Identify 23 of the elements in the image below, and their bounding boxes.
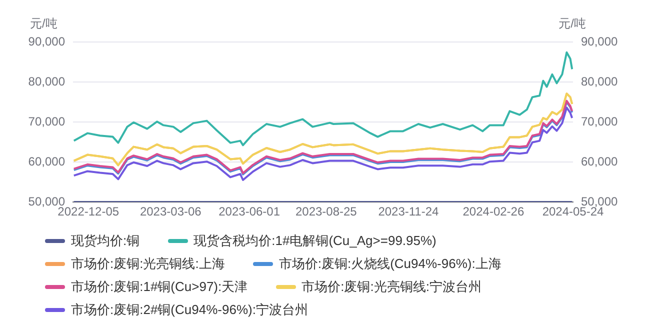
legend-label: 现货均价:铜 (71, 232, 140, 250)
y2-tick-label: 50,000 (581, 194, 618, 208)
y-axis-title: 元/吨 (30, 16, 58, 30)
y-tick-label: 70,000 (28, 114, 66, 128)
y2-tick-label: 70,000 (581, 114, 618, 128)
y2-tick-label: 90,000 (581, 34, 618, 48)
legend-label: 市场价:废铜:光亮铜线:上海 (71, 255, 225, 273)
legend-label: 市场价:废铜:光亮铜线:宁波台州 (302, 278, 482, 296)
legend-label: 市场价:废铜:2#铜(Cu94%-96%):宁波台州 (71, 301, 308, 319)
y-tick-label: 60,000 (28, 154, 66, 168)
y2-tick-label: 60,000 (581, 154, 618, 168)
y-tick-label: 80,000 (28, 74, 66, 88)
legend-label: 现货含税均价:1#电解铜(Cu_Ag>=99.95%) (194, 232, 436, 250)
x-tick-label: 2023-03-06 (140, 204, 202, 219)
x-tick-label: 2023-11-24 (378, 204, 440, 219)
y2-tick-label: 80,000 (581, 74, 618, 88)
y-tick-label: 90,000 (28, 34, 66, 48)
legend-label: 市场价:废铜:1#铜(Cu>97):天津 (71, 278, 248, 296)
x-tick-label: 2024-02-26 (462, 204, 524, 219)
x-tick-label: 2023-06-01 (218, 204, 280, 219)
x-tick-label: 2023-08-25 (295, 204, 358, 219)
y2-axis-title: 元/吨 (558, 16, 586, 30)
legend-label: 市场价:废铜:火烧线(Cu94%-96%):上海 (278, 255, 502, 273)
